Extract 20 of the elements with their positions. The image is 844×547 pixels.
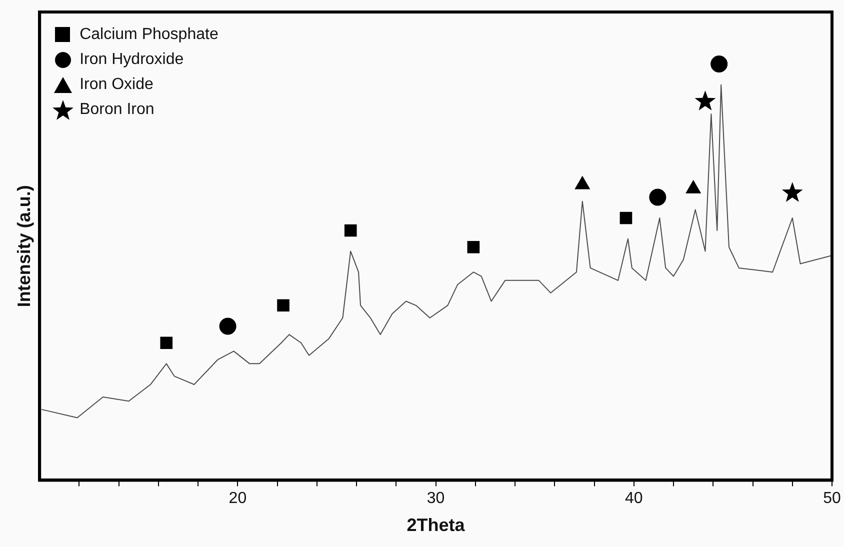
legend-label: Iron Hydroxide [80, 50, 184, 68]
point [620, 212, 632, 224]
x-tick-label: 20 [228, 490, 247, 508]
legend-label: Iron Oxide [80, 76, 154, 94]
x-tick-label: 40 [625, 490, 643, 508]
x-tick-label: 30 [426, 490, 445, 508]
legend-label: Calcium Phosphate [80, 26, 218, 44]
point [710, 56, 728, 73]
point [649, 188, 666, 206]
legend-label: Boron Iron [80, 100, 154, 118]
point [160, 336, 173, 350]
y-axis-title: Intensity (a.u.) [14, 185, 34, 308]
point [277, 299, 290, 312]
point [694, 90, 716, 110]
x-tick-label: 50 [823, 490, 841, 508]
point [782, 182, 803, 202]
point [467, 240, 480, 254]
point [344, 224, 357, 237]
x-axis-title: 2Theta [406, 515, 466, 536]
point [219, 318, 236, 335]
